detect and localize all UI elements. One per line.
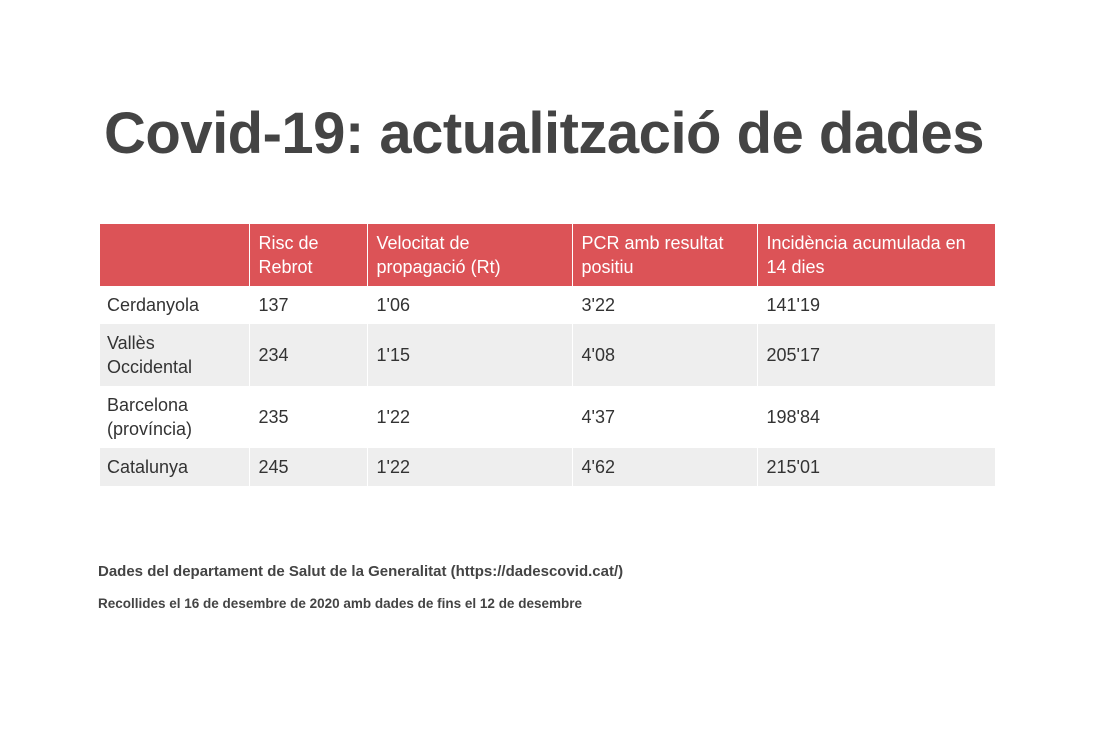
table-row: Barcelona (província) 235 1'22 4'37 198'… — [100, 386, 995, 448]
column-header-incidencia: Incidència acumulada en 14 dies — [756, 224, 995, 286]
pcr-cell: 3'22 — [571, 286, 757, 324]
pcr-cell: 4'08 — [571, 324, 757, 386]
incidencia-cell: 215'01 — [756, 448, 995, 486]
risc-rebrot-cell: 137 — [248, 286, 367, 324]
source-note: Dades del departament de Salut de la Gen… — [98, 563, 624, 580]
collection-date-note: Recollides el 16 de desembre de 2020 amb… — [98, 596, 582, 611]
table-row: Cerdanyola 137 1'06 3'22 141'19 — [100, 286, 995, 324]
velocitat-cell: 1'15 — [366, 324, 572, 386]
column-header-pcr: PCR amb resultat positiu — [571, 224, 757, 286]
risc-rebrot-cell: 235 — [248, 386, 367, 448]
risc-rebrot-cell: 245 — [248, 448, 367, 486]
incidencia-cell: 141'19 — [756, 286, 995, 324]
column-header-region — [100, 224, 249, 286]
column-header-risc-rebrot: Risc de Rebrot — [248, 224, 367, 286]
incidencia-cell: 205'17 — [756, 324, 995, 386]
pcr-cell: 4'62 — [571, 448, 757, 486]
table-header-row: Risc de Rebrot Velocitat de propagació (… — [100, 224, 995, 286]
pcr-cell: 4'37 — [571, 386, 757, 448]
covid-data-table: Risc de Rebrot Velocitat de propagació (… — [100, 224, 995, 486]
page-title: Covid-19: actualització de dades — [104, 101, 985, 166]
region-cell: Vallès Occidental — [107, 333, 193, 377]
risc-rebrot-cell: 234 — [248, 324, 367, 386]
table-row: Vallès Occidental 234 1'15 4'08 205'17 — [100, 324, 995, 386]
velocitat-cell: 1'06 — [366, 286, 572, 324]
column-header-velocitat: Velocitat de propagació (Rt) — [366, 224, 572, 286]
incidencia-cell: 198'84 — [756, 386, 995, 448]
velocitat-cell: 1'22 — [366, 448, 572, 486]
velocitat-cell: 1'22 — [366, 386, 572, 448]
region-cell: Catalunya — [107, 457, 189, 477]
region-cell: Barcelona (província) — [107, 395, 193, 439]
region-cell: Cerdanyola — [107, 295, 200, 315]
table-row: Catalunya 245 1'22 4'62 215'01 — [100, 448, 995, 486]
